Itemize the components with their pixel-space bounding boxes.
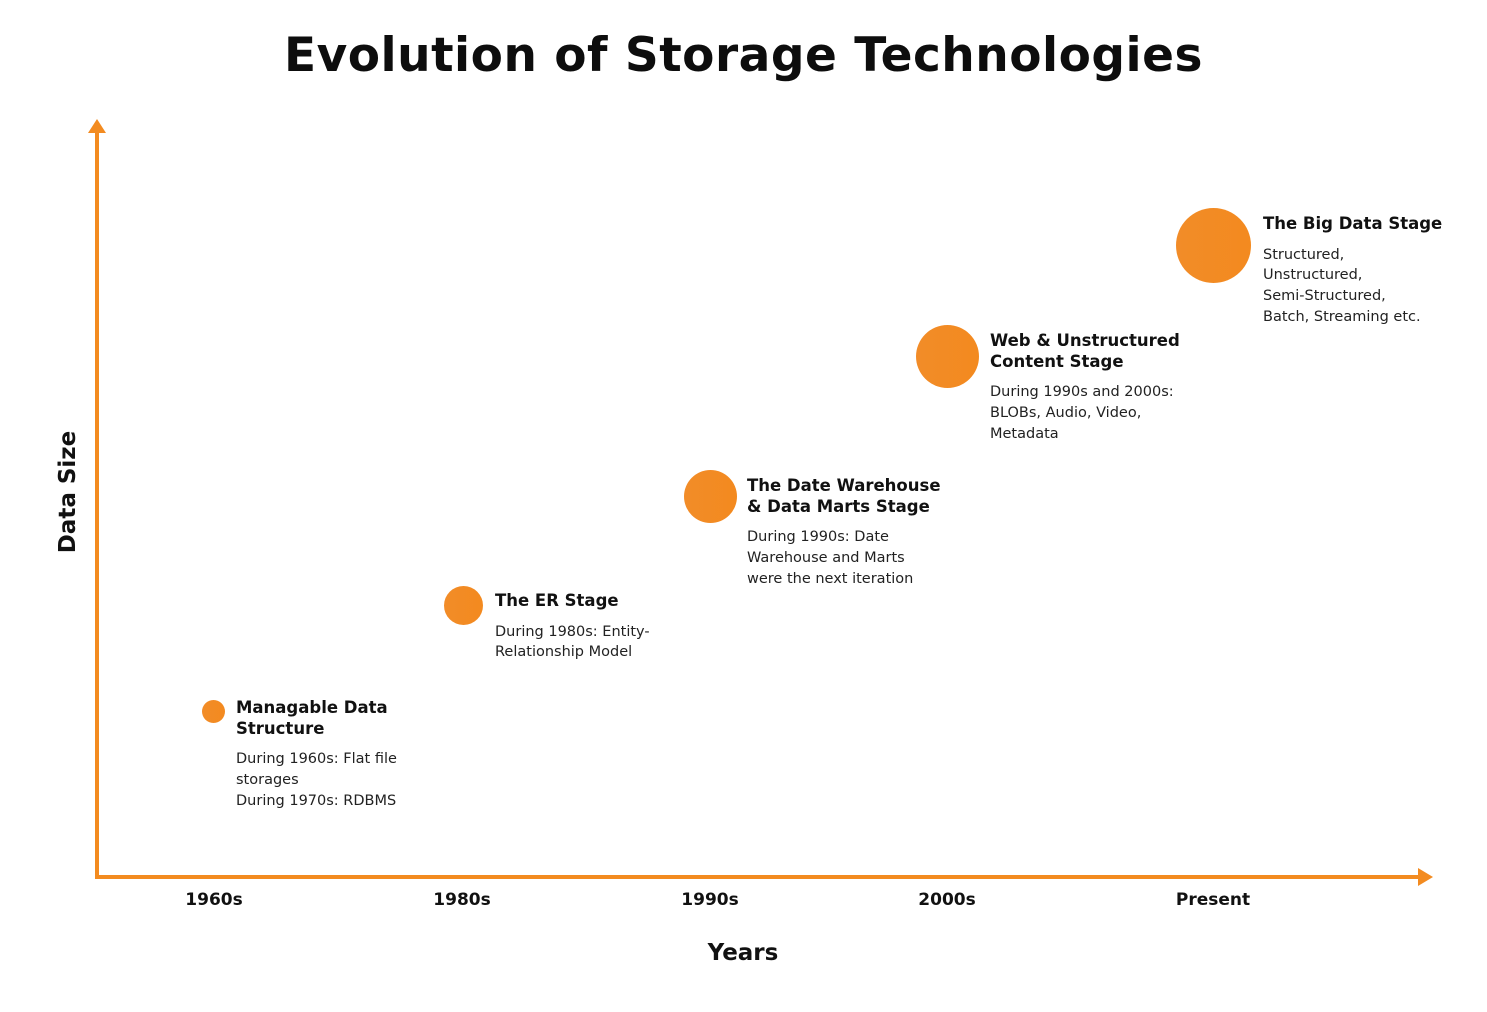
stage-description: During 1990s: Date Warehouse and Marts w… [747, 529, 914, 587]
stage-er: The ER Stage During 1980s: Entity- Relat… [495, 591, 650, 663]
stage-description: During 1960s: Flat file storages During … [236, 751, 397, 809]
tick-label-2000s: 2000s [918, 890, 976, 910]
x-axis-label: Years [707, 940, 779, 966]
stage-title: Managable Data Structure [236, 698, 388, 738]
stage-web-unstructured: Web & Unstructured Content Stage During … [990, 331, 1180, 444]
y-axis-arrow [88, 119, 106, 133]
stage-dot-big-data [1176, 208, 1251, 283]
y-axis-label: Data Size [55, 430, 81, 554]
tick-label-1990s: 1990s [681, 890, 739, 910]
stage-title: The Big Data Stage [1263, 214, 1443, 233]
stage-description: During 1980s: Entity- Relationship Model [495, 623, 650, 661]
stage-dot-data-warehouse [684, 470, 737, 523]
tick-label-1980s: 1980s [433, 890, 491, 910]
stage-dot-manageable-data [202, 700, 225, 723]
stage-title: Web & Unstructured Content Stage [990, 331, 1180, 371]
stage-manageable-data: Managable Data Structure During 1960s: F… [236, 698, 397, 811]
x-axis-arrow [1418, 868, 1433, 886]
stage-dot-web-unstructured [916, 325, 979, 388]
stage-title: The ER Stage [495, 591, 619, 610]
tick-label-present: Present [1175, 890, 1251, 910]
stage-data-warehouse: The Date Warehouse & Data Marts Stage Du… [747, 476, 941, 589]
stage-dot-er [444, 586, 483, 625]
stage-title: The Date Warehouse & Data Marts Stage [747, 476, 941, 516]
stage-description: Structured, Unstructured, Semi-Structure… [1263, 246, 1421, 325]
diagram-title: Evolution of Storage Technologies [283, 28, 1204, 83]
stage-description: During 1990s and 2000s: BLOBs, Audio, Vi… [990, 384, 1174, 442]
tick-label-1960s: 1960s [185, 890, 243, 910]
stage-big-data: The Big Data Stage Structured, Unstructu… [1263, 214, 1442, 328]
